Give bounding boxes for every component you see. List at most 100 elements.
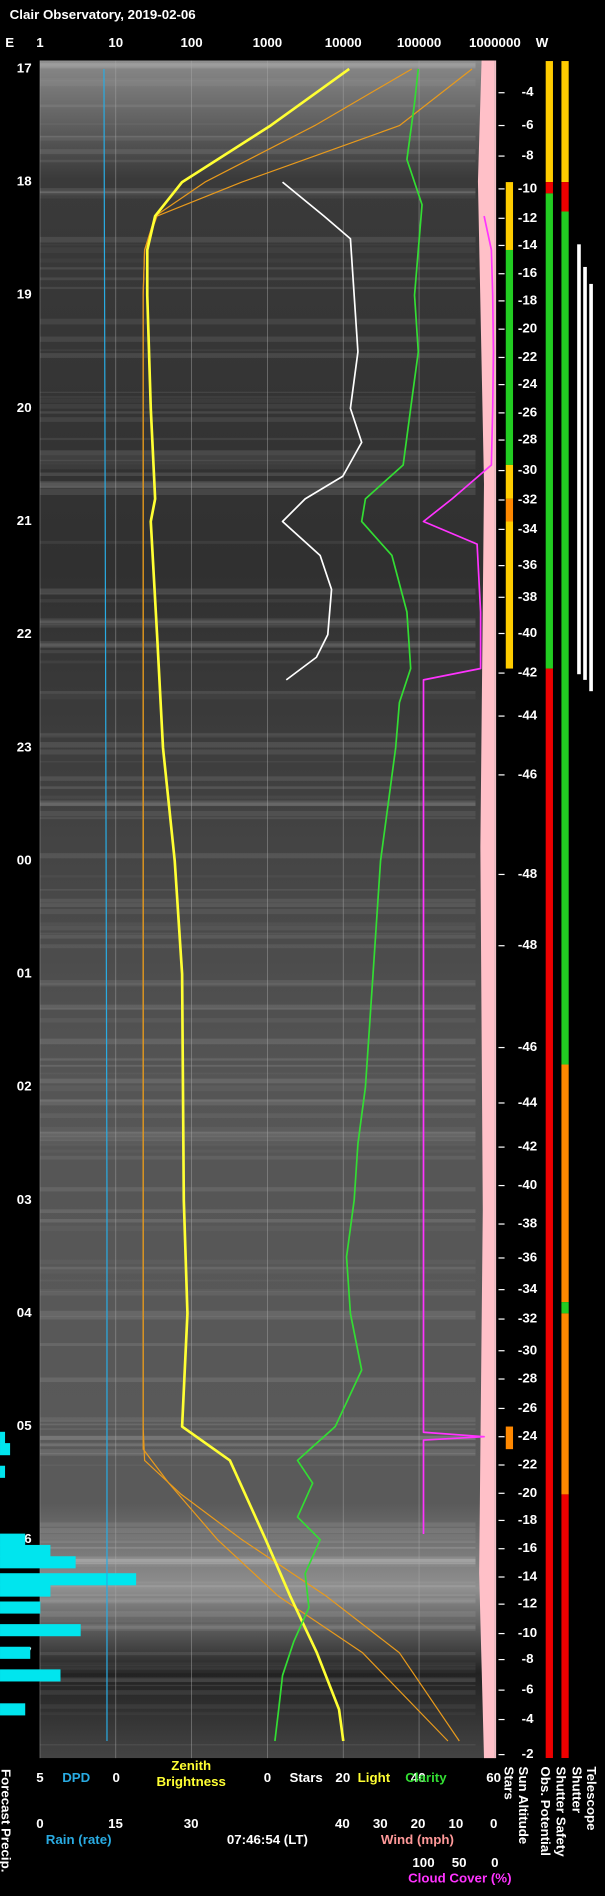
status-segment [561, 1494, 569, 1759]
texture-stripe [39, 1310, 476, 1317]
texture-stripe [39, 349, 476, 351]
precip-bar [0, 1669, 61, 1682]
column-label: Stars [502, 1767, 517, 1800]
texture-stripe [39, 1377, 476, 1383]
texture-stripe [39, 1209, 476, 1213]
column-label: Telescope [584, 1767, 599, 1831]
sun-altitude-label: -22 [518, 349, 537, 364]
texture-stripe [39, 1064, 476, 1067]
sun-altitude-label: -4 [522, 1711, 534, 1726]
texture-stripe [39, 1652, 476, 1656]
sun-altitude-label: -20 [518, 321, 537, 336]
time-label: 05 [17, 1418, 32, 1433]
telescope-segment [583, 266, 587, 680]
texture-stripe [39, 336, 476, 342]
texture-stripe [39, 149, 476, 155]
status-segment [505, 521, 514, 669]
texture-stripe [39, 1558, 476, 1565]
texture-stripe [39, 1624, 476, 1629]
texture-stripe [39, 623, 476, 628]
precip-bar [0, 1624, 81, 1637]
texture-stripe [39, 1540, 476, 1544]
top-tick-label: 100 [180, 35, 202, 50]
texture-stripe [39, 922, 476, 926]
texture-stripe [39, 1435, 476, 1440]
texture-stripe [39, 1038, 476, 1045]
status-segment [561, 1064, 569, 1303]
time-label: 21 [17, 513, 32, 528]
texture-stripe [39, 742, 476, 748]
compass-east: E [5, 35, 14, 50]
texture-stripe [39, 1558, 476, 1565]
sun-altitude-label: -36 [518, 1249, 537, 1264]
data-line [145, 67, 350, 1742]
top-tick-label: 100000 [397, 35, 441, 50]
sun-altitude-label: -42 [518, 1139, 537, 1154]
axis-name: Clarity [405, 1770, 447, 1785]
top-tick-label: 10000 [325, 35, 362, 50]
bottom-tick-label: 40 [335, 1816, 350, 1831]
texture-stripe [39, 1131, 476, 1134]
texture-stripe [39, 1343, 476, 1347]
texture-stripe [40, 1144, 476, 1146]
axis-name: Stars [289, 1770, 322, 1785]
texture-stripe [39, 588, 476, 595]
texture-stripe [39, 800, 476, 806]
status-segment [561, 182, 569, 212]
texture [39, 60, 476, 1746]
texture-stripe [39, 776, 476, 781]
texture-stripe [39, 1428, 476, 1431]
sun-altitude-label: -18 [518, 292, 537, 307]
texture-stripe [39, 1136, 476, 1142]
texture-stripe [39, 63, 476, 68]
axis-name: DPD [62, 1770, 90, 1785]
texture-stripe [40, 1420, 476, 1422]
sun-altitude-label: -36 [518, 557, 537, 572]
time-label: 00 [17, 852, 32, 867]
sun-altitude-label: -30 [518, 1342, 537, 1357]
sun-altitude-label: -14 [518, 237, 538, 252]
status-segment [545, 61, 553, 183]
status-segment [505, 249, 514, 465]
sun-altitude-label: -12 [518, 1596, 537, 1611]
sun-altitude-label: -46 [518, 1039, 537, 1054]
texture-stripe [39, 1085, 476, 1092]
sun-altitude-label: -46 [518, 766, 537, 781]
cloud-edge [477, 60, 497, 1759]
texture-stripe [39, 1453, 476, 1456]
sun-altitude-label: -28 [518, 1371, 537, 1386]
status-segment [561, 1302, 569, 1314]
texture-stripe [39, 733, 476, 735]
texture-stripe [39, 1442, 476, 1447]
status-segment [561, 61, 569, 183]
sun-altitude-label: -34 [518, 521, 538, 536]
data-line [274, 68, 423, 1742]
texture-stripe [39, 192, 476, 199]
sun-altitude-label: -30 [518, 462, 537, 477]
bottom-tick-label: 0 [491, 1855, 498, 1870]
texture-stripe [39, 1099, 476, 1102]
bottom-tick-label: 60 [486, 1770, 501, 1785]
top-tick-label: 1000 [253, 35, 283, 50]
sun-altitude-label: -12 [518, 210, 537, 225]
telescope-segment [577, 244, 581, 675]
sun-altitude-label: -10 [518, 180, 537, 195]
texture-stripe [39, 540, 476, 544]
bottom-tick-label: 30 [373, 1816, 388, 1831]
texture-stripe [39, 1131, 476, 1138]
texture-stripe [39, 398, 476, 403]
precip-bar [0, 1703, 26, 1716]
sun-altitude-label: -44 [518, 708, 538, 723]
top-tick-label: 1 [36, 35, 44, 50]
sun-altitude-label: -6 [522, 117, 534, 132]
texture-stripe [39, 898, 476, 903]
texture-stripe [39, 1678, 476, 1683]
axis-name: Zenith [171, 1758, 211, 1773]
bottom-tick-label: 30 [184, 1816, 199, 1831]
texture-stripe [39, 267, 476, 270]
column-label: Shutter [569, 1767, 584, 1814]
texture-stripe [39, 889, 476, 891]
texture-stripe [39, 1547, 476, 1549]
sun-altitude-label: -38 [518, 589, 537, 604]
